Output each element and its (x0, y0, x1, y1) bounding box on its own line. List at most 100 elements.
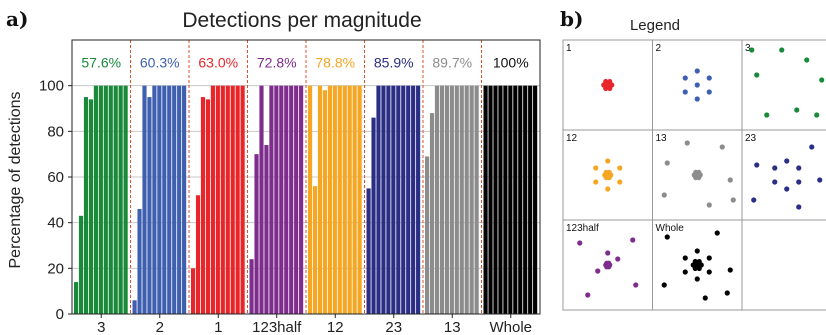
x-tick-label: 1 (214, 319, 222, 335)
bar (274, 85, 279, 315)
legend-dot (754, 72, 760, 78)
detections-chart: Detections per magnitude Percentage of d… (7, 9, 541, 335)
bar (157, 85, 162, 315)
bar (371, 117, 376, 314)
bar (269, 85, 274, 315)
bar (254, 154, 259, 314)
legend-dot (630, 237, 636, 243)
bar (449, 85, 454, 315)
legend-dot (605, 250, 611, 256)
legend-dot (682, 89, 688, 95)
bar (167, 85, 172, 315)
bar (429, 113, 435, 314)
legend-cell-label: 2 (656, 43, 662, 54)
bar (299, 85, 304, 315)
legend-dot (796, 204, 802, 210)
bar (352, 85, 357, 315)
x-tick-label: 123half (252, 319, 302, 335)
y-tick-label: 80 (47, 123, 64, 140)
legend-dot (809, 144, 815, 150)
legend-dot (593, 179, 599, 185)
legend-dot (727, 177, 733, 183)
bar (147, 97, 152, 314)
legend-dot (605, 262, 611, 268)
bar (195, 195, 201, 314)
legend-dot (661, 282, 667, 288)
legend-dot (724, 290, 730, 296)
x-tick-label: 2 (156, 319, 164, 335)
bar (518, 85, 523, 315)
bar (132, 300, 137, 314)
bar (284, 85, 289, 315)
y-tick-label: 40 (47, 215, 64, 232)
legend-dot (595, 268, 601, 274)
bar (317, 85, 323, 315)
legend-dot (605, 172, 611, 178)
bar (182, 85, 187, 315)
legend-cell-label: 23 (745, 133, 757, 144)
legend-dot (804, 57, 810, 63)
bar (103, 85, 108, 315)
bar (454, 85, 459, 315)
legend-cell (741, 219, 826, 311)
overall-percentage: 89.7% (432, 54, 472, 70)
bar (200, 97, 206, 314)
legend-dot (664, 160, 670, 166)
legend-cell-label: 13 (656, 133, 668, 144)
bar (205, 99, 211, 314)
bar (220, 85, 225, 315)
legend-dot (633, 282, 639, 288)
legend-dot (605, 82, 611, 88)
x-tick-label: 3 (97, 319, 105, 335)
legend-cell (741, 39, 826, 131)
legend-dot (682, 75, 688, 81)
bar (342, 85, 347, 315)
bar (513, 85, 518, 315)
legend-cell-label: 12 (566, 133, 578, 144)
legend-dot (727, 267, 733, 273)
bar (396, 85, 401, 315)
legend-dot (784, 186, 790, 192)
legend-dot (730, 197, 736, 203)
x-tick-label: 23 (385, 319, 402, 335)
legend-dot (706, 89, 712, 95)
legend-dot (684, 140, 690, 146)
bar (78, 215, 84, 314)
overall-percentage: 60.3% (140, 54, 180, 70)
legend-dot (706, 202, 712, 208)
bar (93, 85, 98, 315)
y-axis-label: Percentage of detections (7, 91, 24, 268)
bar (439, 85, 445, 315)
legend-dot (817, 177, 823, 183)
bar (391, 85, 396, 315)
bar (406, 85, 411, 315)
bar (264, 145, 269, 314)
legend-dot (706, 255, 712, 261)
bar (357, 85, 362, 315)
y-tick-label: 20 (47, 260, 64, 277)
bar (98, 85, 103, 315)
bar (279, 85, 284, 315)
bar (464, 85, 469, 315)
legend-dot (714, 230, 720, 236)
bar (191, 268, 196, 314)
y-tick-label: 0 (56, 306, 64, 323)
legend-dot (593, 165, 599, 171)
legend-dot (702, 295, 708, 301)
overall-percentage: 100% (493, 54, 529, 70)
legend-dot (694, 262, 700, 268)
bar (503, 85, 508, 315)
bar (459, 85, 464, 315)
bar (401, 85, 406, 315)
legend-dot (751, 197, 757, 203)
legend-dot (706, 75, 712, 81)
overall-percentages: 57.6% 60.3% 63.0% 72.8% 78.8% 85.9% 89.7% 100% (81, 54, 528, 70)
bar (225, 85, 230, 315)
bar (444, 85, 449, 315)
bars (74, 85, 538, 315)
bar (425, 156, 430, 314)
y-tick-label: 60 (47, 169, 64, 186)
legend-dot (664, 234, 670, 240)
legend-dot (617, 165, 623, 171)
